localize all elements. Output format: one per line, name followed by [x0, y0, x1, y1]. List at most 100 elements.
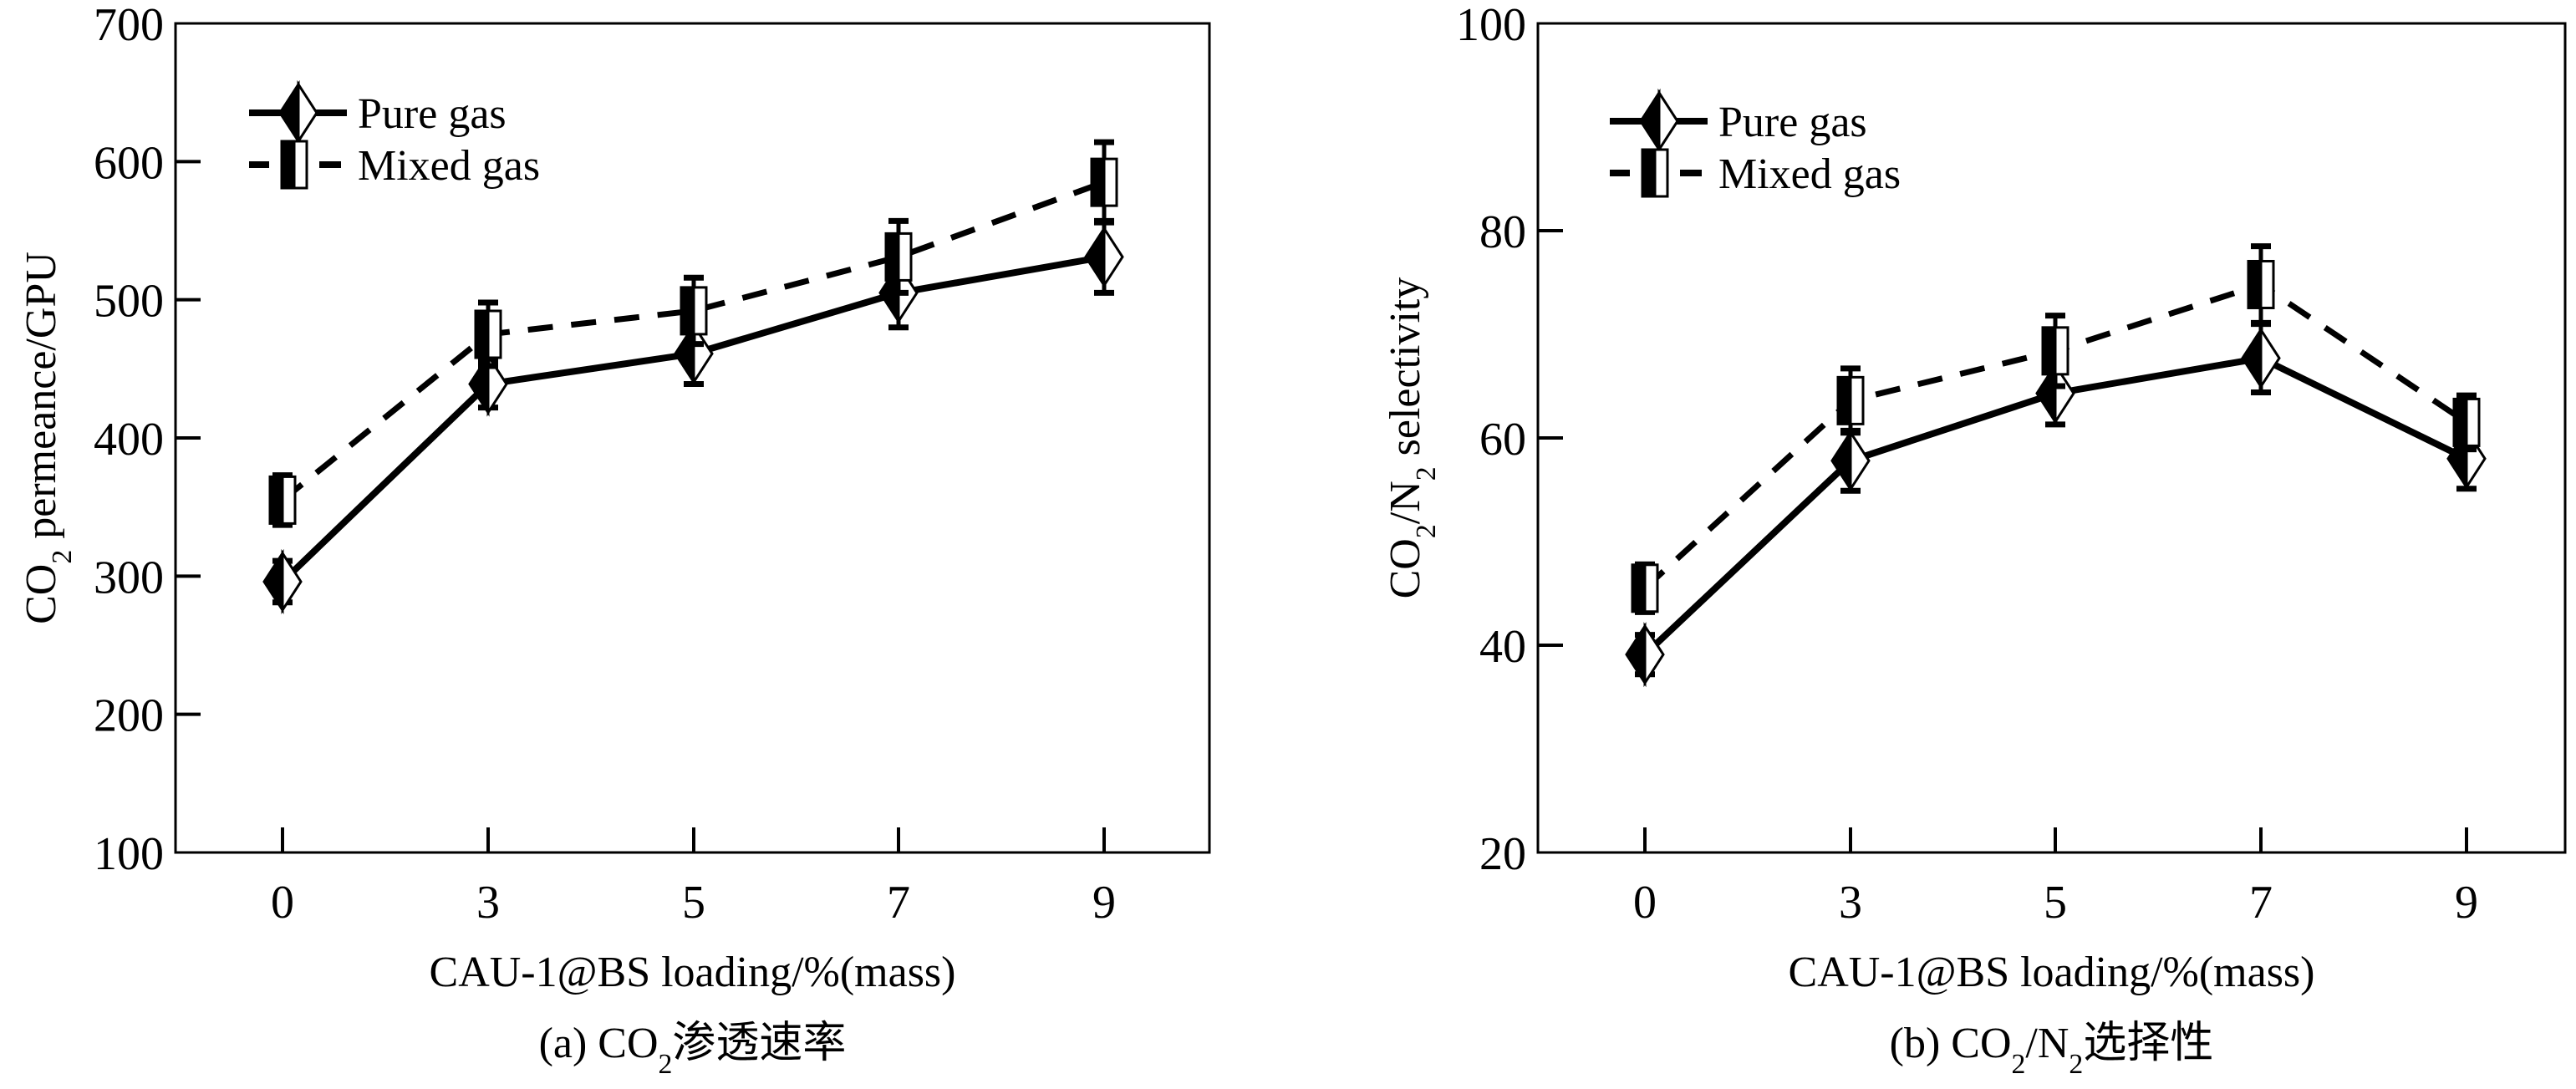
legend-item-pure-gas: Pure gas	[249, 79, 507, 146]
plot-frame	[1536, 22, 2567, 854]
marker-left-half	[1631, 563, 1647, 613]
marker-left-half	[2035, 360, 2057, 426]
series-mixed-gas	[268, 139, 1118, 528]
square-marker	[2452, 397, 2481, 447]
text-run: 选择性	[2083, 1020, 2213, 1067]
text-run: (b) CO	[1890, 1020, 2012, 1067]
marker-left-half	[474, 309, 490, 359]
diamond-marker	[1639, 88, 1679, 155]
marker-left-half	[680, 286, 695, 336]
marker-right-half	[486, 309, 502, 359]
x-tick-label: 3	[476, 877, 500, 929]
x-tick-label: 5	[2044, 877, 2067, 929]
square-marker	[1836, 375, 1865, 425]
text-run: (a) CO	[539, 1020, 659, 1067]
marker-right-half	[293, 140, 308, 190]
marker-left-half	[2241, 325, 2263, 391]
y-tick-label: 300	[94, 552, 164, 603]
marker-left-half	[2041, 326, 2057, 376]
series-line	[280, 179, 1106, 503]
x-tick-label: 7	[887, 877, 910, 929]
diamond-marker	[1084, 224, 1124, 290]
marker-left-half	[884, 232, 900, 282]
marker-right-half	[1643, 563, 1659, 613]
diamond-marker	[2241, 325, 2281, 391]
marker-left-half	[1639, 88, 1661, 155]
marker-right-half	[2259, 325, 2281, 391]
marker-left-half	[1090, 157, 1106, 207]
marker-right-half	[1849, 428, 1871, 494]
square-marker	[2247, 259, 2275, 309]
square-marker	[884, 232, 913, 282]
x-tick-label: 0	[1633, 877, 1657, 929]
y-tick-label: 400	[94, 414, 164, 466]
text-run: 渗透速率	[672, 1020, 846, 1067]
square-marker	[680, 286, 708, 336]
y-tick-label: 40	[1479, 621, 1526, 673]
square-marker	[1631, 563, 1659, 613]
diamond-marker	[2035, 360, 2075, 426]
text-run: selectivity	[1382, 277, 1429, 467]
x-axis-title: CAU-1@BS loading/%(mass)	[1789, 949, 2315, 996]
x-tick-label: 5	[682, 877, 705, 929]
y-tick-label: 200	[94, 690, 164, 742]
marker-right-half	[1849, 375, 1865, 425]
y-tick-label: 60	[1479, 414, 1526, 466]
marker-right-half	[297, 79, 318, 146]
y-tick-label: 700	[94, 0, 164, 51]
square-marker	[1090, 157, 1118, 207]
marker-left-half	[278, 79, 300, 146]
legend-label: Mixed gas	[1718, 150, 1901, 198]
y-tick-label: 500	[94, 276, 164, 328]
legend-item-mixed-gas: Mixed gas	[1610, 148, 1901, 198]
marker-left-half	[280, 140, 296, 190]
subscript: 2	[1411, 466, 1442, 481]
y-axis-title: CO2/N2 selectivity	[1382, 277, 1442, 599]
y-tick-label: 80	[1479, 206, 1526, 258]
marker-right-half	[1102, 157, 1118, 207]
subscript: 2	[1411, 524, 1442, 538]
marker-left-half	[262, 548, 284, 615]
subscript: 2	[47, 550, 78, 564]
square-marker	[280, 140, 308, 190]
marker-left-half	[1641, 148, 1657, 198]
legend-item-mixed-gas: Mixed gas	[249, 140, 540, 190]
y-tick-label: 100	[94, 828, 164, 880]
marker-right-half	[692, 286, 708, 336]
legend-label: Pure gas	[358, 90, 507, 138]
x-tick-label: 7	[2249, 877, 2273, 929]
plot-frame	[174, 22, 1211, 854]
marker-left-half	[2452, 397, 2468, 447]
marker-left-half	[1830, 428, 1852, 494]
text-run: /N	[1382, 481, 1429, 524]
y-tick-label: 100	[1456, 0, 1526, 51]
diamond-marker	[1830, 428, 1871, 494]
legend-label: Pure gas	[1718, 99, 1867, 146]
marker-right-half	[1657, 88, 1679, 155]
y-tick-label: 600	[94, 137, 164, 189]
x-tick-label: 9	[2455, 877, 2478, 929]
square-marker	[1641, 148, 1669, 198]
chart-a: 100 200 300 400 500 600 700 0 3 5 7 9 CAU-1@BS loadi…	[18, 0, 1211, 1080]
diamond-marker	[674, 321, 714, 387]
y-axis-title: CO2 permeance/GPU	[18, 252, 78, 624]
subscript: 2	[2069, 1049, 2083, 1080]
subscript: 2	[2012, 1049, 2026, 1080]
x-tick-label: 3	[1839, 877, 1862, 929]
marker-right-half	[1653, 148, 1669, 198]
marker-left-half	[268, 475, 284, 525]
marker-left-half	[1625, 622, 1647, 688]
diamond-marker	[468, 351, 508, 417]
marker-right-half	[897, 232, 913, 282]
diamond-marker	[262, 548, 303, 615]
marker-right-half	[1102, 224, 1124, 290]
text-run: CO	[18, 564, 65, 624]
marker-right-half	[2054, 326, 2069, 376]
x-tick-label: 9	[1092, 877, 1116, 929]
text-run: CO	[1382, 538, 1429, 598]
square-marker	[268, 475, 297, 525]
marker-left-half	[2247, 259, 2263, 309]
